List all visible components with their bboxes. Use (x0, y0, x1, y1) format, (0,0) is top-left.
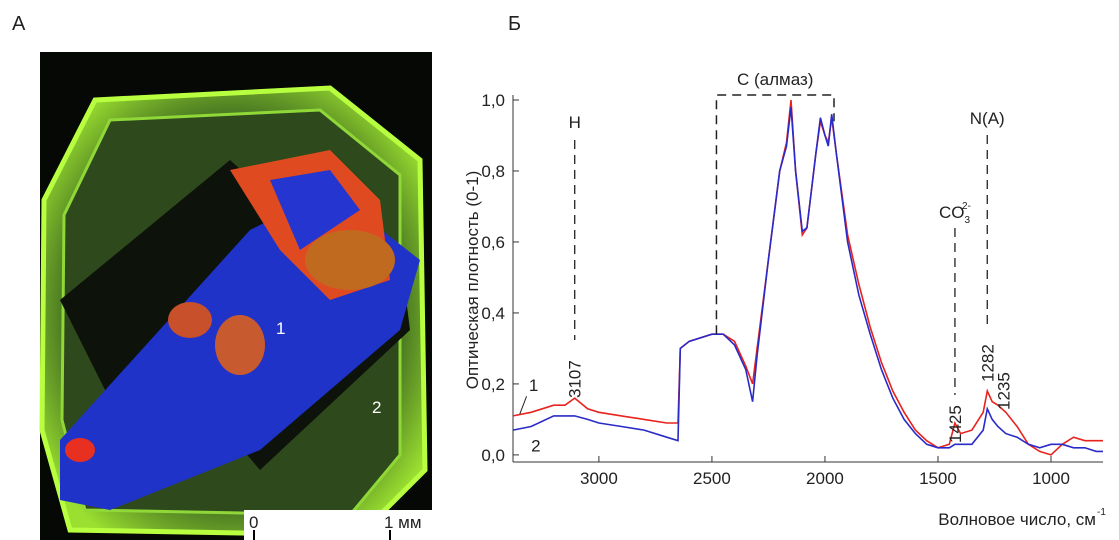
series-line (512, 107, 1103, 453)
series-label: 1 (529, 376, 538, 395)
x-tick-label: 2000 (806, 469, 844, 488)
peak-label: 3107 (566, 360, 585, 398)
peak-label: 1235 (994, 372, 1013, 410)
peak-label: 1425 (946, 405, 965, 443)
annotation-sup: 2- (962, 201, 971, 212)
point-label: 2 (372, 398, 381, 417)
bracket-label: C (алмаз) (737, 70, 813, 89)
y-tick-label: 0,4 (481, 304, 505, 323)
x-axis-label: Волновое число, см (938, 510, 1096, 529)
scale-label: 1 мм (384, 513, 422, 532)
annotation-label: CO3 2- (939, 201, 971, 226)
series-label: 2 (531, 436, 540, 455)
y-tick-label: 0,8 (481, 162, 505, 181)
x-axis-label-sup: -1 (1097, 507, 1106, 518)
annotation-text: CO (939, 203, 965, 222)
crystal-image (39, 52, 432, 540)
peak-label: 1282 (978, 344, 997, 382)
bracket (715, 94, 835, 335)
point-label: 1 (276, 319, 285, 338)
panel-label: А (12, 13, 26, 35)
series-label-leader (519, 396, 528, 415)
annotation-sub: 3 (964, 215, 970, 226)
x-tick-label: 1000 (1032, 469, 1070, 488)
x-tick-label: 1500 (919, 469, 957, 488)
annotation-text: H (569, 113, 581, 132)
y-tick-label: 1,0 (481, 91, 505, 110)
series-line (512, 99, 1103, 456)
annotation-label: H (569, 113, 581, 132)
x-tick-label: 2500 (693, 469, 731, 488)
panel-label: Б (508, 13, 521, 35)
y-axis-label: Оптическая плотность (0-1) (463, 171, 482, 390)
y-tick-label: 0,2 (481, 375, 505, 394)
annotation-text: N(A) (970, 109, 1005, 128)
y-tick-label: 0,6 (481, 233, 505, 252)
scale-label: 0 (249, 513, 258, 532)
y-tick-label: 0,0 (481, 446, 505, 465)
annotation-label: N(A) (970, 109, 1005, 128)
x-tick-label: 3000 (580, 469, 618, 488)
